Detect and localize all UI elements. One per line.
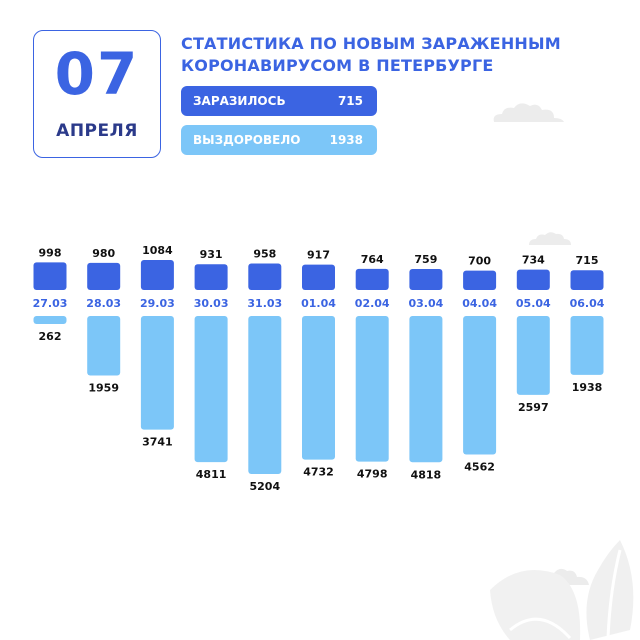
title-line-2: КОРОНАВИРУСОМ В ПЕТЕРБУРГЕ	[181, 56, 494, 75]
date-tick-label: 28.03	[86, 297, 121, 310]
recovered-bar	[409, 316, 443, 463]
recovered-bar	[87, 316, 121, 376]
date-month: АПРЕЛЯ	[56, 121, 138, 141]
infected-value-label: 700	[468, 255, 491, 268]
date-day: 07	[54, 40, 140, 108]
date-tick-label: 01.04	[301, 297, 336, 310]
recovered-bar	[140, 316, 174, 430]
recovered-value-label: 4798	[357, 468, 388, 481]
infected-value-label: 759	[414, 253, 437, 266]
recovered-bar	[248, 316, 282, 474]
date-tick-label: 03.04	[409, 297, 444, 310]
date-tick-label: 27.03	[33, 297, 68, 310]
infected-value-label: 998	[39, 246, 62, 259]
date-tick-label: 29.03	[140, 297, 175, 310]
infected-bar	[409, 268, 443, 290]
recovered-label: ВЫЗДОРОВЕЛО	[193, 133, 301, 147]
infected-bar	[87, 262, 121, 290]
cloud-icon	[529, 232, 571, 245]
recovered-value-label: 5204	[249, 480, 280, 493]
infected-value-label: 958	[253, 247, 276, 260]
infected-bar	[33, 262, 67, 290]
infected-value-label: 917	[307, 249, 330, 262]
recovered-bar	[194, 316, 228, 463]
cloud-icon	[493, 103, 564, 122]
infected-bar	[302, 264, 335, 290]
recovered-value-label: 262	[39, 330, 62, 343]
recovered-value: 1938	[329, 133, 363, 147]
infected-value-label: 931	[200, 248, 223, 261]
infected-summary: ЗАРАЗИЛОСЬ 715	[181, 86, 377, 116]
recovered-value-label: 4811	[196, 468, 227, 481]
infected-bar	[570, 270, 604, 290]
page-title: СТАТИСТИКА ПО НОВЫМ ЗАРАЖЕННЫМ КОРОНАВИР…	[181, 33, 601, 77]
recovered-bar	[33, 316, 67, 324]
infected-value-label: 715	[576, 254, 599, 267]
infected-label: ЗАРАЗИЛОСЬ	[193, 94, 286, 108]
date-tick-label: 05.04	[516, 297, 551, 310]
recovered-value-label: 4818	[411, 468, 442, 481]
date-tick-label: 06.04	[570, 297, 605, 310]
infected-value-label: 980	[92, 247, 115, 260]
infected-bar	[140, 260, 174, 290]
date-tick-label: 31.03	[247, 297, 282, 310]
recovered-bar	[570, 316, 604, 375]
recovered-value-label: 4732	[303, 466, 334, 479]
recovered-bar	[355, 316, 389, 462]
infected-value-label: 764	[361, 253, 384, 266]
title-line-1: СТАТИСТИКА ПО НОВЫМ ЗАРАЖЕННЫМ	[181, 34, 561, 53]
infected-bar	[248, 263, 282, 290]
recovered-value-label: 4562	[464, 461, 495, 474]
infected-bar	[463, 270, 497, 290]
recovered-value-label: 2597	[518, 401, 549, 414]
date-tick-label: 30.03	[194, 297, 229, 310]
recovered-summary: ВЫЗДОРОВЕЛО 1938	[181, 125, 377, 155]
recovered-value-label: 1959	[88, 381, 119, 394]
infected-value-label: 734	[522, 254, 545, 267]
infected-bar	[194, 264, 228, 290]
date-tick-label: 04.04	[462, 297, 497, 310]
infected-value: 715	[337, 94, 363, 108]
recovered-value-label: 3741	[142, 436, 173, 449]
recovered-bar	[302, 316, 335, 460]
infected-bar	[355, 268, 389, 290]
recovered-bar	[516, 316, 550, 395]
date-tick-label: 02.04	[355, 297, 390, 310]
infected-value-label: 1084	[142, 244, 173, 257]
recovered-value-label: 1938	[572, 381, 603, 394]
infected-bar	[516, 269, 550, 290]
recovered-bar	[463, 316, 497, 455]
date-box: 07 АПРЕЛЯ	[33, 30, 161, 158]
leaf-icon	[490, 540, 634, 640]
